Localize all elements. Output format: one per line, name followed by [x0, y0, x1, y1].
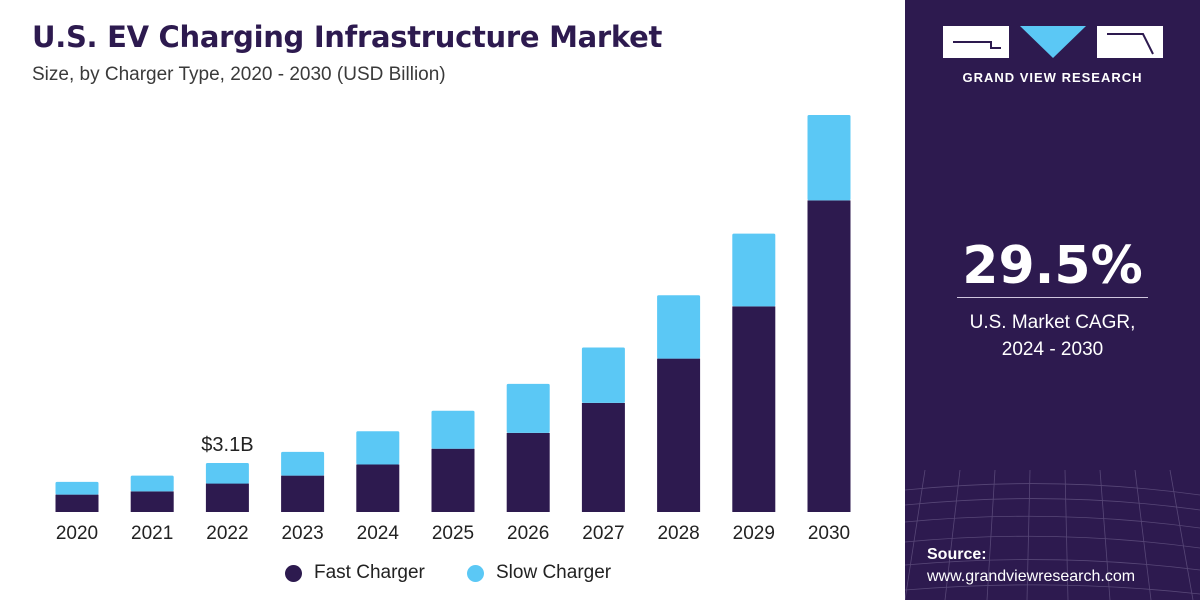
source-block: Source: www.grandviewresearch.com [927, 544, 1135, 588]
x-tick-label-2028: 2028 [657, 523, 699, 544]
brand-name: GRAND VIEW RESEARCH [962, 70, 1143, 85]
legend-label-slow: Slow Charger [496, 562, 612, 583]
x-tick-label-2029: 2029 [733, 523, 775, 544]
x-tick-label-2027: 2027 [582, 523, 624, 544]
cagr-divider [957, 297, 1148, 298]
chart-subtitle: Size, by Charger Type, 2020 - 2030 (USD … [32, 64, 446, 85]
bar-slow-2028 [657, 295, 701, 359]
x-tick-label-2021: 2021 [131, 523, 173, 544]
bar-fast-2022 [205, 483, 249, 512]
grid-decoration [905, 470, 1200, 600]
bar-slow-2023 [281, 451, 325, 476]
cagr-label: U.S. Market CAGR, 2024 - 2030 [905, 309, 1200, 363]
legend-item-fast: Fast Charger [285, 562, 425, 584]
cagr-label-line1: U.S. Market CAGR, [969, 312, 1136, 333]
cagr-value: 29.5% [962, 236, 1143, 296]
bar-slow-2025 [431, 410, 475, 449]
bar-slow-2021 [130, 475, 174, 492]
bar-slow-2022 [205, 463, 249, 484]
legend-item-slow: Slow Charger [467, 562, 611, 584]
x-tick-label-2024: 2024 [357, 523, 400, 544]
x-tick-label-2026: 2026 [507, 523, 549, 544]
source-heading: Source: [927, 546, 987, 563]
legend-label-fast: Fast Charger [314, 562, 425, 583]
cagr-label-line2: 2024 - 2030 [1001, 339, 1104, 360]
x-tick-label-2022: 2022 [206, 523, 248, 544]
bar-fast-2028 [657, 358, 701, 512]
bar-slow-2027 [581, 347, 625, 403]
bar-fast-2021 [130, 491, 174, 512]
legend-swatch-slow [467, 564, 484, 582]
bar-chart: 2020 2021 2022 2023 2024 2025 2026 2027 2028 2029… [55, 115, 851, 544]
x-tick-label-2023: 2023 [281, 523, 323, 544]
bar-slow-2024 [356, 431, 400, 465]
gvr-logo-icon [943, 24, 1163, 62]
data-label-2022: $3.1B [201, 434, 253, 456]
chart-title: U.S. EV Charging Infrastructure Market [32, 20, 663, 54]
bar-fast-2023 [281, 475, 325, 512]
bar-slow-2029 [732, 233, 776, 307]
bar-fast-2027 [581, 402, 625, 512]
chart-panel: U.S. EV Charging Infrastructure Market S… [0, 20, 905, 588]
bar-slow-2030 [807, 115, 851, 201]
x-tick-label-2025: 2025 [432, 523, 474, 544]
bar-fast-2025 [431, 448, 475, 512]
bar-fast-2020 [55, 494, 99, 512]
x-tick-label-2030: 2030 [808, 523, 850, 544]
bar-slow-2026 [506, 383, 550, 433]
x-tick-label-2020: 2020 [56, 523, 98, 544]
bar-fast-2030 [807, 200, 851, 512]
source-url[interactable]: www.grandviewresearch.com [927, 568, 1136, 585]
bar-fast-2024 [356, 464, 400, 512]
bar-slow-2020 [55, 481, 99, 495]
bar-fast-2026 [506, 432, 550, 512]
legend-swatch-fast [285, 564, 302, 582]
bar-fast-2029 [732, 306, 776, 512]
info-sidebar: GRAND VIEW RESEARCH 29.5% U.S. Market CA… [905, 0, 1200, 600]
chart-legend: Fast Charger Slow Charger [0, 562, 905, 588]
